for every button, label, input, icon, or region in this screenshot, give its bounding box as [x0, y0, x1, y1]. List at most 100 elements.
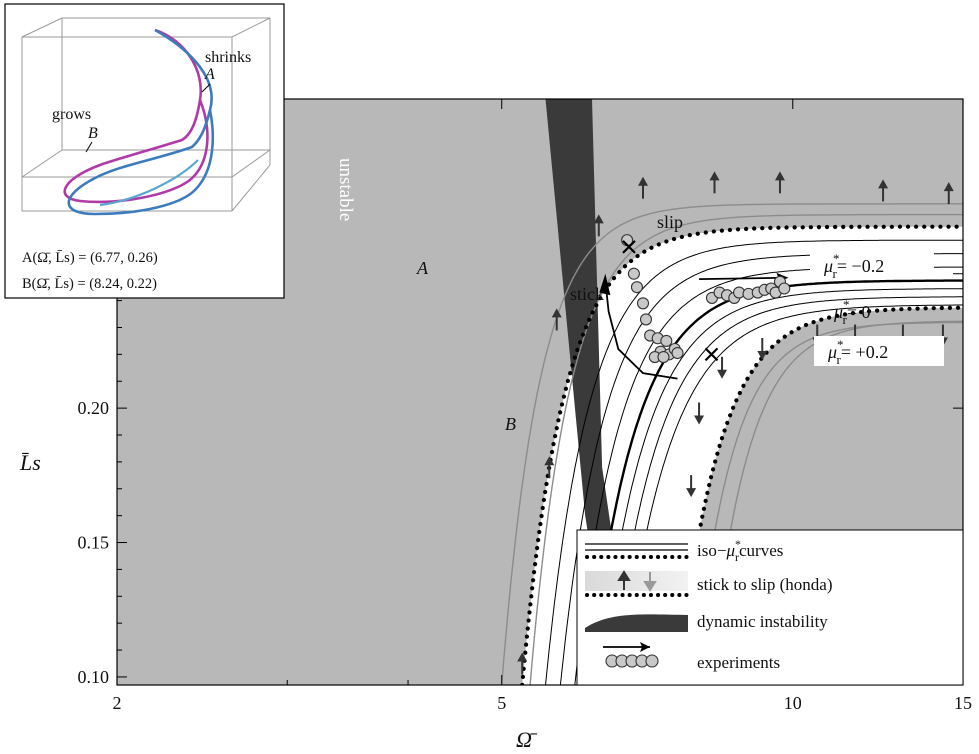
legend-experiments-label: experiments — [697, 653, 780, 672]
experiment-marker — [660, 334, 673, 347]
arrow-down-icon-head — [694, 415, 705, 425]
arrow-up-icon-head — [943, 182, 954, 192]
mu-sub: r — [843, 312, 848, 327]
legend-iso-sup: * — [735, 537, 741, 551]
experiment-marker — [778, 282, 791, 295]
arrow-up-icon-head — [551, 308, 562, 318]
legend-iso-pre: iso− — [697, 541, 726, 560]
legend-instability-label: dynamic instability — [697, 612, 828, 631]
mu-symbol: μ — [833, 302, 843, 322]
svg-text:L̄s: L̄s — [19, 450, 41, 475]
legend-arrow-up-icon — [617, 570, 631, 590]
legend-arrow-down-icon — [643, 572, 657, 592]
iso-curve — [545, 239, 963, 685]
inset-coord-B: B(Ω̄, L̄s) = (8.24, 0.22) — [22, 276, 157, 292]
inset-curve-magenta — [63, 28, 209, 204]
mu-rest: = 0 — [847, 302, 871, 322]
mu-sup: * — [837, 337, 844, 352]
arrow-up-icon-head — [774, 171, 785, 181]
arrow-up-icon-head — [878, 179, 889, 189]
highlight-points — [622, 240, 719, 362]
point-B-cross — [704, 347, 719, 362]
iso-curve — [621, 304, 963, 685]
curve-label-zero: μ* r= 0 — [833, 297, 871, 327]
arrow-up-icon-head — [517, 652, 528, 662]
y-axis-label: L̄s — [19, 450, 41, 475]
curve-label-minus: μ* r= −0.2 — [810, 250, 934, 281]
curve-label-minus-bg — [810, 250, 934, 278]
experiment-marker — [657, 351, 670, 364]
arrow-up-icon-head — [544, 456, 555, 466]
x-tick-label: 10 — [784, 693, 802, 713]
arrow-up-icon-head — [637, 176, 648, 186]
y-tick-label: 0.10 — [78, 667, 110, 687]
inset-shrinks-label: shrinks — [205, 49, 251, 66]
iso-curve-dotted — [520, 224, 963, 685]
trend-arrow-left — [604, 281, 678, 380]
legend-experiment-markers — [605, 654, 659, 668]
point-A-cross — [622, 240, 636, 254]
experiment-marker — [639, 313, 653, 326]
svg-text:Ω̄: Ω̄ — [516, 727, 538, 752]
x-tick-label: 15 — [954, 693, 972, 713]
honda-curves — [501, 203, 963, 685]
curve-label-plus-bg — [814, 336, 944, 366]
legend-entry-honda: stick to slip (honda) — [585, 570, 833, 597]
legend-iso-mu: μ — [725, 541, 735, 560]
dotted-boundary-curves — [520, 224, 963, 685]
legend-entry-instability: dynamic instability — [585, 612, 828, 632]
x-tick-label: 2 — [113, 693, 122, 713]
inset-box-wireframe — [21, 17, 271, 212]
experiment-marker — [636, 297, 650, 310]
experiment-marker — [671, 346, 684, 360]
honda-curve — [501, 203, 963, 685]
legend-instability-swatch — [585, 614, 688, 632]
x-tick-label: 5 — [497, 693, 506, 713]
y-tick-label: 0.20 — [78, 398, 110, 418]
legend-honda-label: stick to slip (honda) — [697, 575, 833, 594]
inset-A-leader — [201, 83, 211, 93]
inset-B-leader — [85, 141, 93, 153]
arrow-down-icon-head — [757, 350, 768, 360]
arrow-down-icon-head — [686, 488, 697, 498]
arrow-down-icon-head — [717, 369, 728, 379]
mu-sup: * — [843, 297, 850, 312]
y-tick-label: 0.15 — [78, 533, 110, 553]
inset-curve-cyan — [99, 159, 199, 207]
experiment-marker — [630, 281, 644, 294]
curve-label-plus: μ* r= +0.2 — [814, 336, 944, 367]
legend-entry-iso: iso−μ* rcurves — [585, 537, 783, 564]
inset-grows-label: grows — [52, 106, 91, 123]
mu-symbol: μ — [827, 342, 837, 362]
experiment-marker — [627, 267, 640, 280]
inset-coord-A: A(Ω̄, L̄s) = (6.77, 0.26) — [22, 250, 158, 266]
inset-3d-plot: shrinks A grows B A(Ω̄, L̄s) = (6.77, 0.… — [4, 3, 285, 299]
point-A-label: A — [416, 258, 429, 278]
arrow-up-icon-head — [593, 214, 604, 224]
mu-sup: * — [833, 251, 840, 266]
legend-iso-post: curves — [739, 541, 783, 560]
mu-rest: = +0.2 — [841, 342, 888, 362]
x-axis-label: Ω̄ — [516, 727, 538, 752]
legend-trend-arrowhead-icon — [640, 642, 650, 652]
trend-arrow-left-head — [599, 273, 611, 296]
legend-honda-swatch — [585, 571, 688, 591]
honda-curve — [708, 320, 963, 685]
inset-curve-blue — [67, 28, 215, 216]
honda-curve — [693, 321, 963, 685]
svg-text:μ*r= −0.2: μ* r= −0.2 — [823, 251, 884, 281]
legend-entry-experiments: experiments — [603, 642, 780, 672]
svg-text:μ*r= +0.2: μ* r= +0.2 — [827, 337, 888, 367]
svg-text:μ*r= 0: μ* r= 0 — [833, 297, 871, 327]
trend-arrow-right — [699, 276, 787, 281]
iso-curve-dotted — [675, 305, 963, 685]
inset-B-label: B — [88, 125, 98, 142]
inset-A-label: A — [204, 66, 215, 83]
x-axis: 2 5 10 15 — [113, 99, 972, 713]
unstable-label: unstable — [335, 158, 356, 221]
stick-label: stick — [570, 284, 604, 304]
mu-sub: r — [837, 352, 842, 367]
iso-curve — [610, 296, 963, 685]
mu-symbol: μ — [823, 256, 833, 276]
